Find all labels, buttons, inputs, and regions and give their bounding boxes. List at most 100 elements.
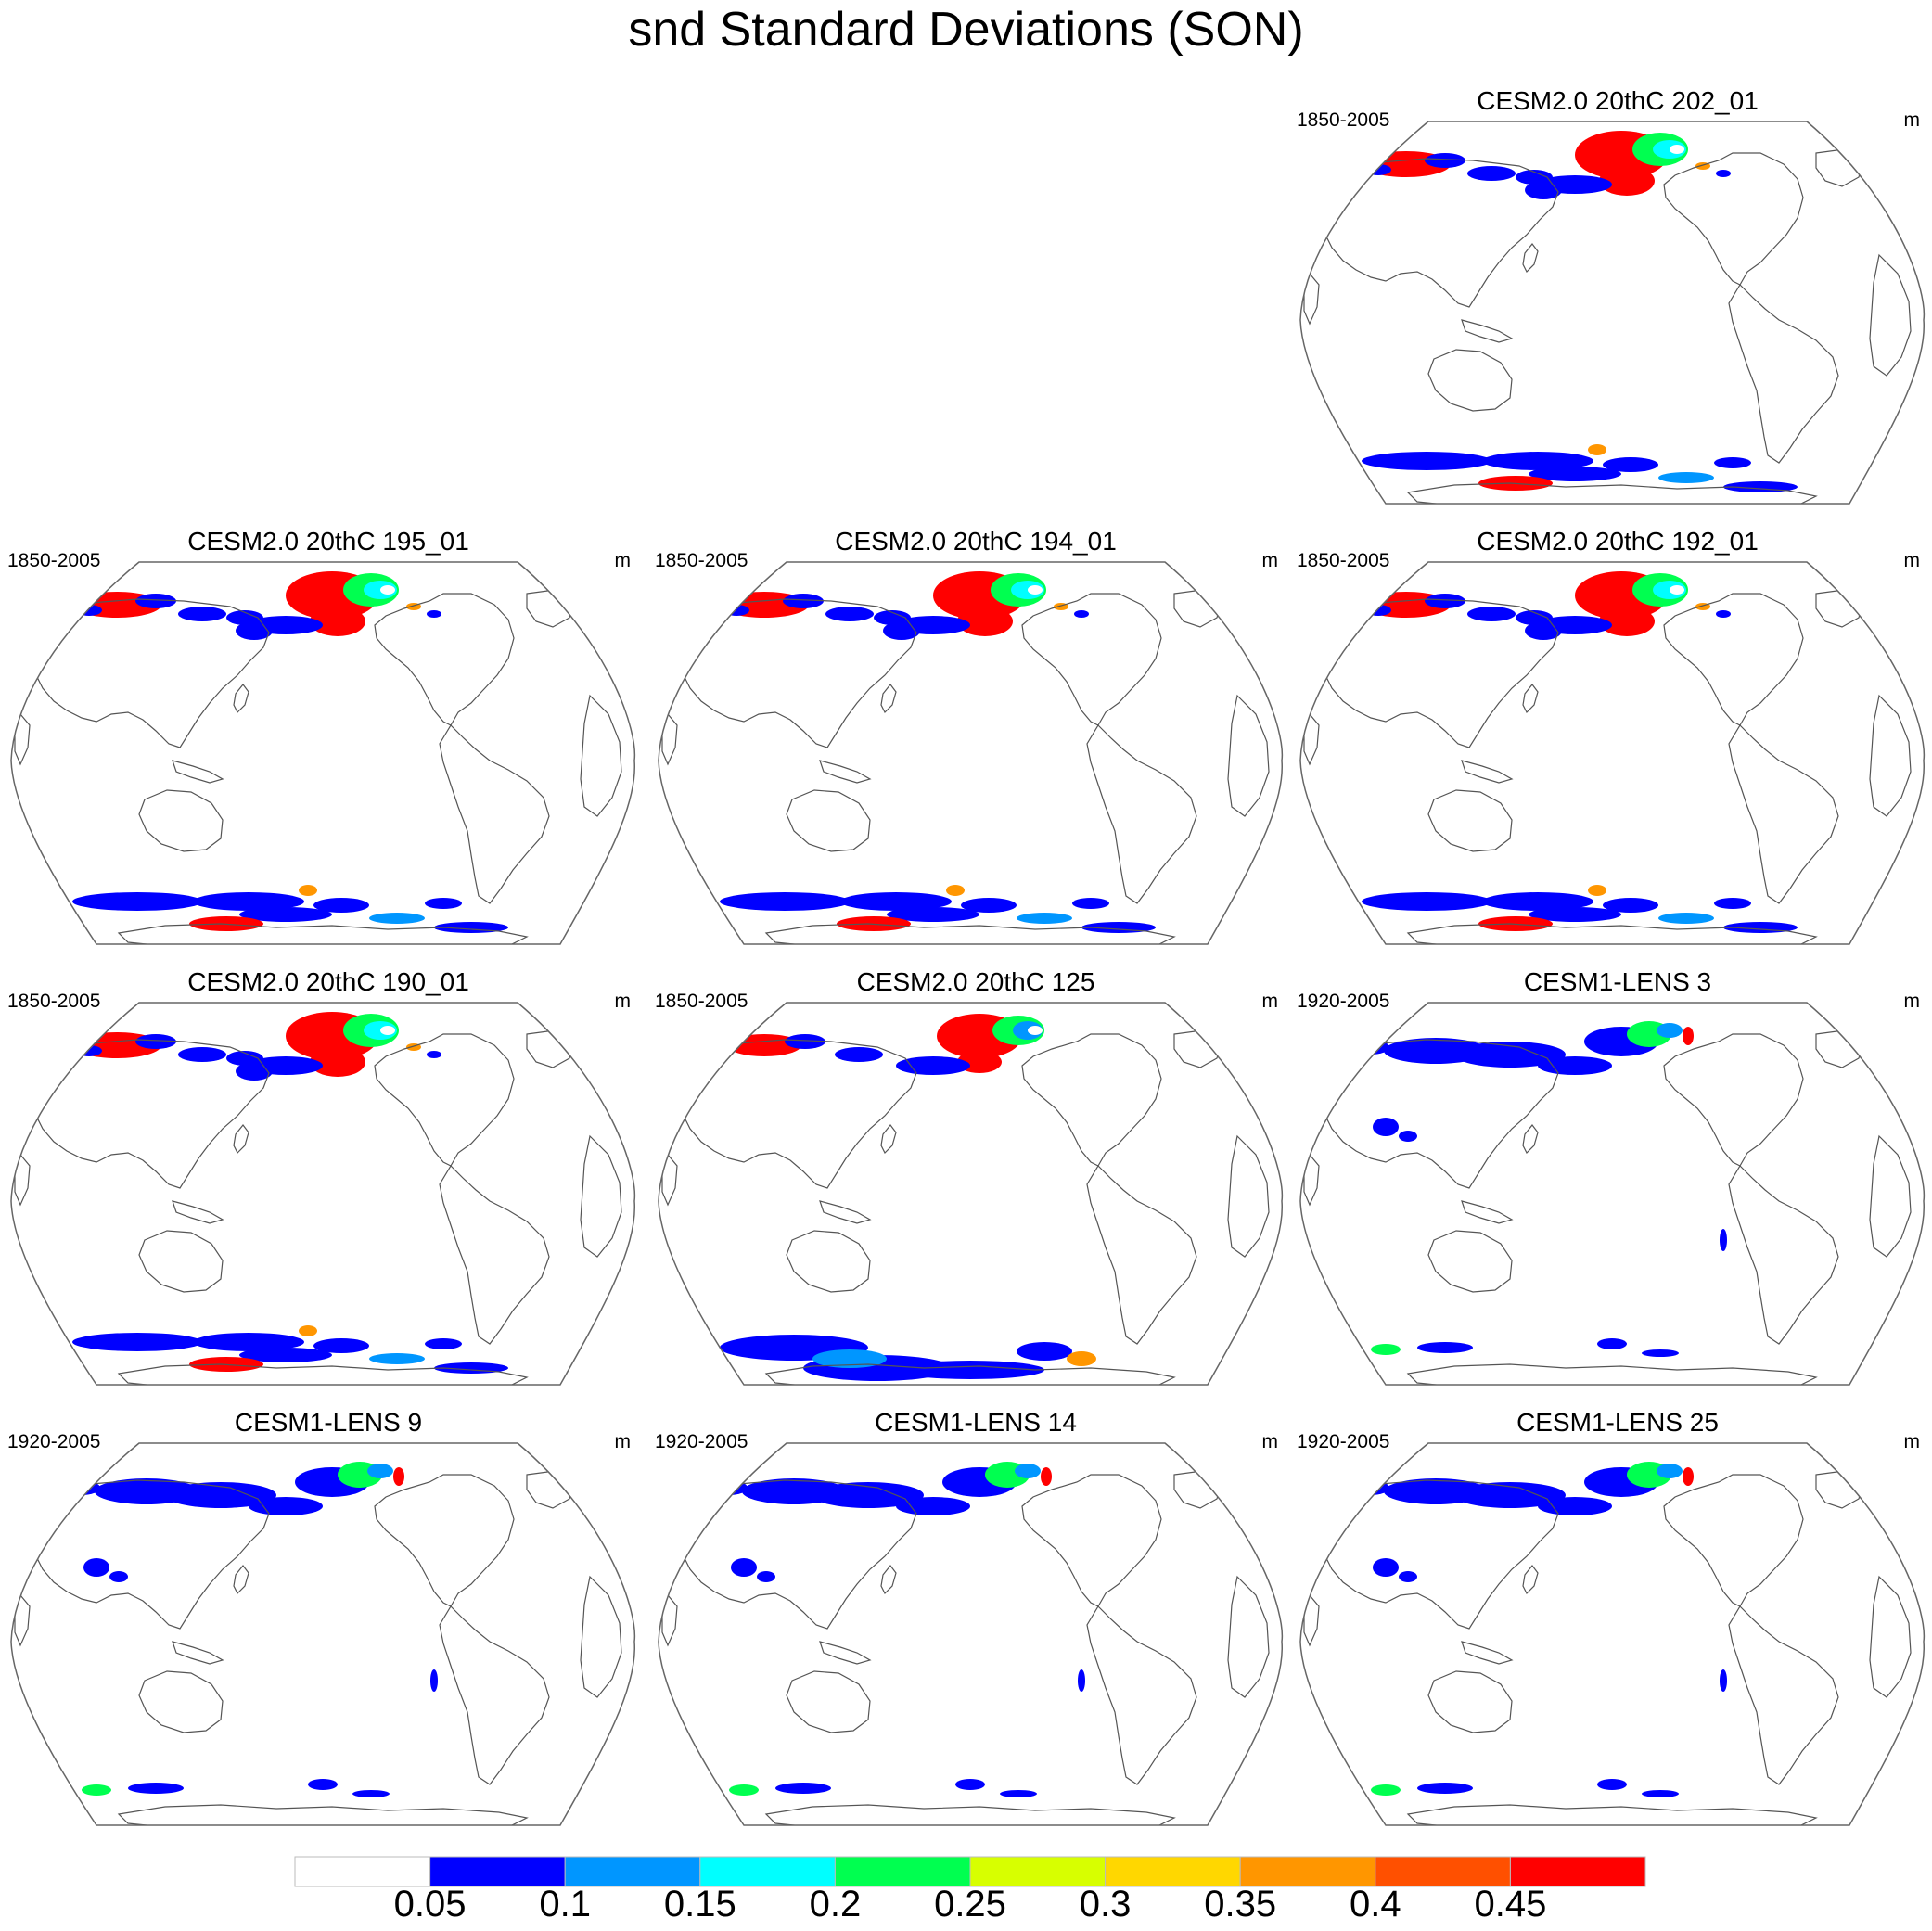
coastline: [1173, 1470, 1223, 1509]
panel-title: CESM2.0 20thC 194_01: [835, 527, 1117, 556]
snow-region: [1425, 594, 1465, 608]
snow-region: [1529, 467, 1621, 481]
snow-region: [249, 1497, 323, 1515]
coastline: [374, 1033, 515, 1167]
snow-region: [1482, 892, 1593, 911]
coastline: [1303, 712, 1320, 766]
snow-region: [1454, 1482, 1566, 1508]
colorbar-label: 0.4: [1349, 1884, 1401, 1925]
map-panel: CESM2.0 20thC 192_01 1850-2005 m: [1297, 527, 1932, 955]
snow-region: [299, 1325, 317, 1336]
snow-region: [1041, 1467, 1052, 1486]
snow-region: [239, 1348, 332, 1362]
coastline: [1522, 684, 1539, 714]
coastline: [880, 684, 897, 714]
colorbar-label: 0.2: [809, 1884, 862, 1925]
colorbar-label: 0.3: [1079, 1884, 1132, 1925]
world-map: [10, 1442, 636, 1826]
map-panel: CESM2.0 20thC 195_01 1850-2005 m: [7, 527, 649, 955]
coastline: [526, 1470, 576, 1509]
coastline: [1869, 1134, 1912, 1258]
coastline: [1173, 589, 1223, 628]
coastline: [1322, 1039, 1559, 1189]
coastline: [32, 598, 270, 748]
coastline: [680, 1039, 917, 1189]
snow-region: [1658, 913, 1714, 924]
snow-region: [380, 1026, 395, 1035]
snow-region: [310, 607, 365, 636]
world-map: [1299, 1442, 1926, 1826]
snow-region: [178, 607, 226, 621]
coastline: [1663, 152, 1804, 286]
world-map: [658, 1002, 1284, 1386]
snow-region: [1371, 1344, 1401, 1355]
snow-region: [310, 1047, 365, 1077]
snow-region: [946, 885, 965, 896]
panel-period: 1850-2005: [655, 550, 748, 571]
snow-region: [83, 1558, 109, 1577]
colorbar-label: 0.35: [1204, 1884, 1277, 1925]
world-map: [1299, 1002, 1926, 1386]
coastline: [819, 1641, 872, 1665]
coastline: [1227, 1134, 1270, 1258]
coastline: [680, 598, 917, 748]
snow-region: [1670, 585, 1684, 595]
snow-region: [1603, 457, 1658, 472]
snow-region: [1017, 913, 1072, 924]
map-border: [10, 561, 636, 945]
coastline: [117, 923, 529, 944]
coastline: [1869, 1575, 1912, 1698]
coastline: [138, 1670, 224, 1733]
coastline: [580, 694, 622, 817]
snow-region: [72, 892, 202, 911]
snow-region: [76, 605, 102, 616]
colorbar-label: 0.25: [934, 1884, 1006, 1925]
snow-region: [239, 907, 332, 922]
snow-region: [135, 1034, 176, 1049]
coastline: [1406, 1804, 1818, 1825]
panel-title: CESM1-LENS 14: [875, 1408, 1077, 1437]
coastline: [1021, 1474, 1162, 1607]
snow-region: [1454, 1042, 1566, 1068]
figure-title: snd Standard Deviations (SON): [628, 3, 1304, 57]
coastline: [1322, 1479, 1559, 1630]
snow-region: [1417, 1342, 1473, 1353]
panel-unit: m: [1903, 109, 1921, 131]
map-content: [14, 1012, 622, 1385]
panel-title: CESM1-LENS 3: [1523, 967, 1712, 996]
snow-region: [1482, 452, 1593, 470]
snow-region: [961, 898, 1017, 913]
coastline: [1406, 482, 1818, 504]
snow-region: [1658, 472, 1714, 483]
colorbar-label: 0.45: [1474, 1884, 1547, 1925]
snow-region: [393, 1467, 404, 1486]
snow-region: [193, 1333, 304, 1351]
snow-region: [352, 1790, 390, 1797]
snow-region: [313, 1338, 369, 1353]
snow-region: [1599, 166, 1655, 196]
coastline: [680, 1479, 917, 1630]
coastline: [786, 789, 871, 852]
colorbar: [294, 1856, 1646, 1887]
coastline: [172, 1641, 224, 1665]
coastline: [1303, 1153, 1320, 1207]
snow-region: [299, 885, 317, 896]
panel-unit: m: [1261, 550, 1279, 571]
snow-region: [1683, 1027, 1694, 1045]
snow-region: [1657, 1464, 1683, 1478]
colorbar-box: [969, 1856, 1107, 1887]
snow-region: [1538, 1497, 1612, 1515]
coastline: [14, 712, 31, 766]
coastline: [1663, 1033, 1804, 1167]
coastline: [1728, 1165, 1839, 1345]
snow-region: [1417, 1783, 1473, 1794]
coastline: [1522, 1565, 1539, 1595]
snow-region: [1597, 1779, 1627, 1790]
snow-region: [369, 913, 425, 924]
snow-region: [1399, 1131, 1417, 1142]
panel-period: 1920-2005: [1297, 991, 1390, 1012]
snow-region: [63, 1480, 100, 1495]
coastline: [526, 1029, 576, 1068]
snow-region: [1603, 898, 1658, 913]
coastline: [1021, 593, 1162, 726]
